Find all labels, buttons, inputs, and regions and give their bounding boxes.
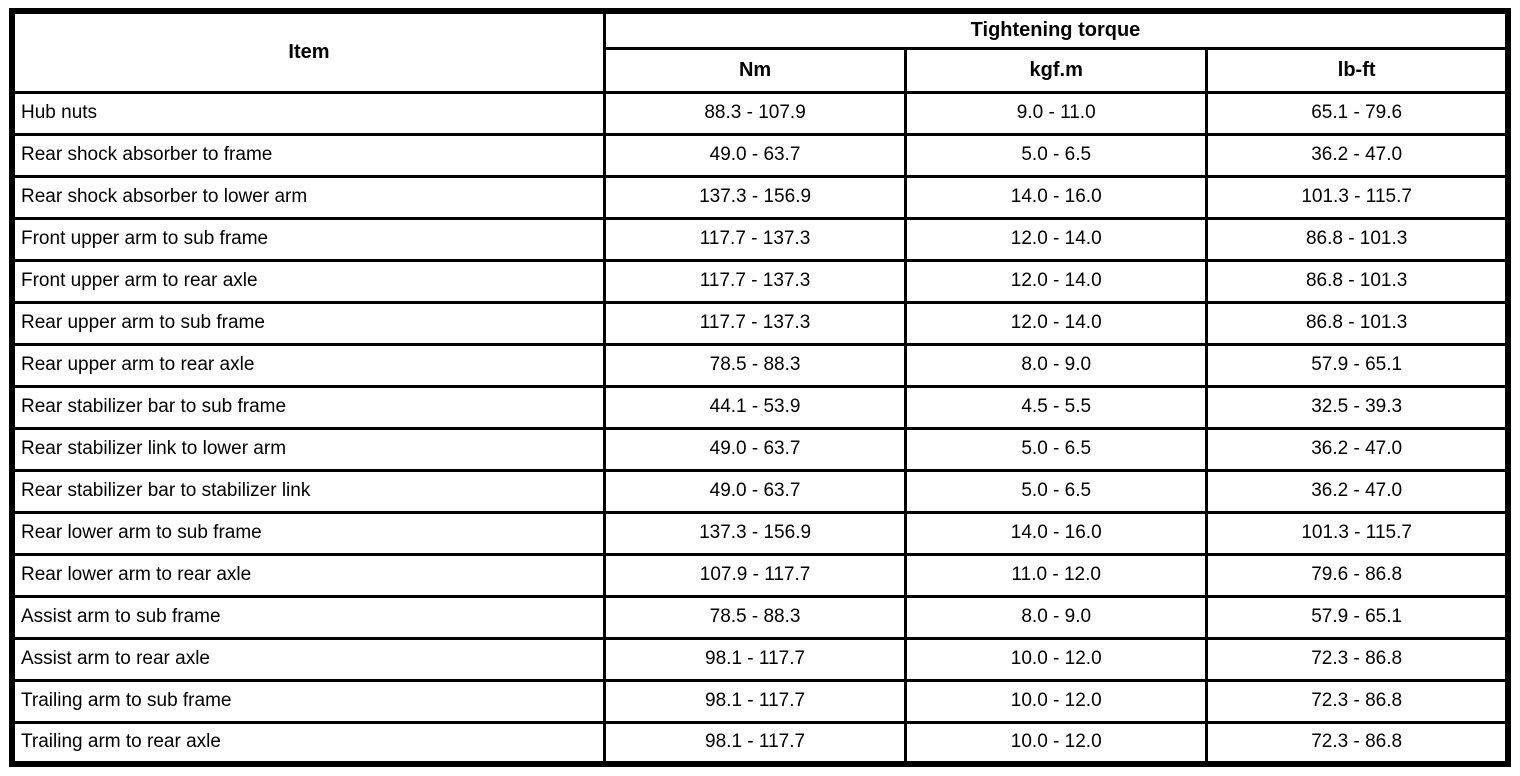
row-nm-value: 117.7 - 137.3 [602,300,908,346]
row-kgfm-value: 8.0 - 9.0 [904,594,1209,640]
row-kgfm-value: 12.0 - 14.0 [904,300,1209,346]
table-row: Assist arm to rear axle 98.1 - 117.7 10.… [10,636,1510,682]
table-row: Rear shock absorber to frame 49.0 - 63.7… [10,132,1510,178]
row-item-label: Front upper arm to sub frame [10,216,606,262]
row-kgfm-value: 10.0 - 12.0 [904,636,1209,682]
row-kgfm-value: 14.0 - 16.0 [904,174,1209,220]
header-row-units: Nm kgf.m lb-ft [12,46,1510,94]
row-nm-value: 78.5 - 88.3 [602,594,908,640]
row-nm-value: 78.5 - 88.3 [602,342,908,388]
row-item-label: Assist arm to sub frame [10,594,606,640]
row-item-label: Rear upper arm to rear axle [10,342,606,388]
row-lbft-value: 36.2 - 47.0 [1205,132,1510,178]
row-kgfm-value: 5.0 - 6.5 [904,426,1209,472]
row-nm-value: 137.3 - 156.9 [602,174,908,220]
row-item-label: Trailing arm to rear axle [10,720,606,766]
row-item-label: Front upper arm to rear axle [10,258,606,304]
table-row: Hub nuts 88.3 - 107.9 9.0 - 11.0 65.1 - … [10,90,1510,136]
row-nm-value: 49.0 - 63.7 [602,468,908,514]
row-item-label: Rear upper arm to sub frame [10,300,606,346]
header-tightening-torque: Tightening torque [602,9,1510,50]
tightening-torque-table: Item Tightening torque Nm kgf.m lb-ft Hu… [9,8,1511,767]
header-row-group: Item Tightening torque [10,9,1510,94]
row-lbft-value: 32.5 - 39.3 [1205,384,1510,430]
row-item-label: Assist arm to rear axle [10,636,606,682]
table-row: Assist arm to sub frame 78.5 - 88.3 8.0 … [10,594,1510,640]
row-lbft-value: 72.3 - 86.8 [1205,720,1510,766]
table-row: Rear upper arm to sub frame 117.7 - 137.… [10,300,1510,346]
row-lbft-value: 86.8 - 101.3 [1205,300,1510,346]
row-kgfm-value: 4.5 - 5.5 [904,384,1209,430]
row-kgfm-value: 9.0 - 11.0 [904,90,1209,136]
row-kgfm-value: 8.0 - 9.0 [904,342,1209,388]
row-lbft-value: 101.3 - 115.7 [1205,174,1510,220]
row-item-label: Rear shock absorber to frame [10,132,606,178]
row-item-label: Rear stabilizer bar to stabilizer link [10,468,606,514]
row-kgfm-value: 12.0 - 14.0 [904,258,1209,304]
row-lbft-value: 86.8 - 101.3 [1205,258,1510,304]
row-nm-value: 117.7 - 137.3 [602,216,908,262]
row-lbft-value: 86.8 - 101.3 [1205,216,1510,262]
row-kgfm-value: 10.0 - 12.0 [904,678,1209,724]
header-item: Item [10,9,606,94]
table-row: Rear lower arm to sub frame 137.3 - 156.… [10,510,1510,556]
row-lbft-value: 36.2 - 47.0 [1205,426,1510,472]
row-lbft-value: 65.1 - 79.6 [1205,90,1510,136]
row-nm-value: 117.7 - 137.3 [602,258,908,304]
row-nm-value: 98.1 - 117.7 [602,678,908,724]
row-kgfm-value: 12.0 - 14.0 [904,216,1209,262]
row-kgfm-value: 14.0 - 16.0 [904,510,1209,556]
row-nm-value: 44.1 - 53.9 [602,384,908,430]
row-nm-value: 98.1 - 117.7 [602,720,908,766]
row-nm-value: 98.1 - 117.7 [602,636,908,682]
table-row: Front upper arm to rear axle 117.7 - 137… [10,258,1510,304]
row-item-label: Hub nuts [10,90,606,136]
row-kgfm-value: 5.0 - 6.5 [904,132,1209,178]
table-row: Rear upper arm to rear axle 78.5 - 88.3 … [10,342,1510,388]
table-row: Trailing arm to rear axle 98.1 - 117.7 1… [10,720,1510,766]
row-lbft-value: 72.3 - 86.8 [1205,636,1510,682]
header-kgfm: kgf.m [904,46,1209,94]
row-lbft-value: 72.3 - 86.8 [1205,678,1510,724]
row-item-label: Rear lower arm to rear axle [10,552,606,598]
row-item-label: Rear stabilizer bar to sub frame [10,384,606,430]
row-kgfm-value: 10.0 - 12.0 [904,720,1209,766]
row-item-label: Rear stabilizer link to lower arm [10,426,606,472]
row-item-label: Rear shock absorber to lower arm [10,174,606,220]
row-nm-value: 49.0 - 63.7 [602,426,908,472]
row-item-label: Rear lower arm to sub frame [10,510,606,556]
row-nm-value: 49.0 - 63.7 [602,132,908,178]
header-nm: Nm [602,46,908,94]
table-row: Rear stabilizer bar to stabilizer link 4… [10,468,1510,514]
table-row: Rear stabilizer link to lower arm 49.0 -… [10,426,1510,472]
row-nm-value: 107.9 - 117.7 [602,552,908,598]
row-kgfm-value: 11.0 - 12.0 [904,552,1209,598]
row-kgfm-value: 5.0 - 6.5 [904,468,1209,514]
table-row: Rear lower arm to rear axle 107.9 - 117.… [10,552,1510,598]
row-lbft-value: 79.6 - 86.8 [1205,552,1510,598]
table-row: Trailing arm to sub frame 98.1 - 117.7 1… [10,678,1510,724]
row-lbft-value: 57.9 - 65.1 [1205,594,1510,640]
row-lbft-value: 101.3 - 115.7 [1205,510,1510,556]
row-lbft-value: 36.2 - 47.0 [1205,468,1510,514]
row-nm-value: 137.3 - 156.9 [602,510,908,556]
table-row: Rear shock absorber to lower arm 137.3 -… [10,174,1510,220]
row-nm-value: 88.3 - 107.9 [602,90,908,136]
table-row: Front upper arm to sub frame 117.7 - 137… [10,216,1510,262]
row-lbft-value: 57.9 - 65.1 [1205,342,1510,388]
table-row: Rear stabilizer bar to sub frame 44.1 - … [10,384,1510,430]
header-lbft: lb-ft [1205,46,1510,94]
row-item-label: Trailing arm to sub frame [10,678,606,724]
